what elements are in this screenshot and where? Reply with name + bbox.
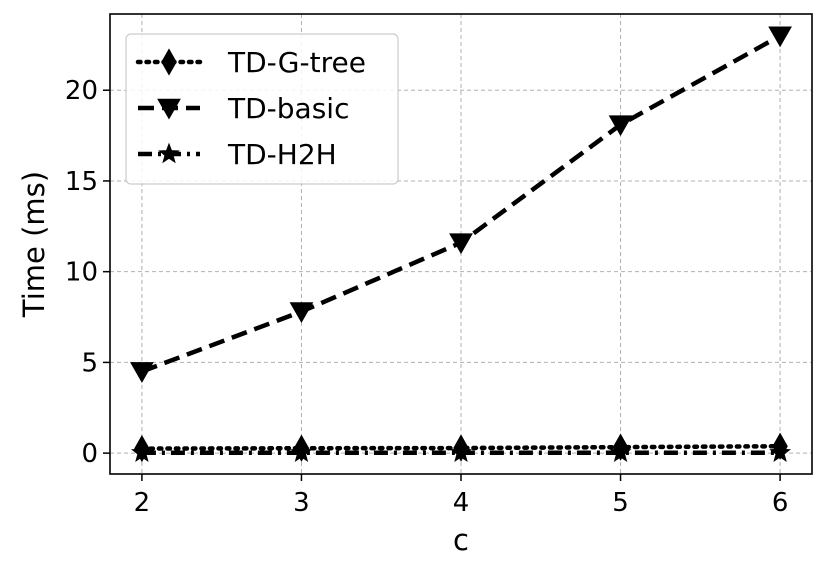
x-axis: 2 3 4 5 6	[134, 474, 789, 518]
data-point	[449, 233, 473, 255]
y-tick-label: 15	[65, 167, 98, 197]
x-tick-label: 4	[453, 488, 470, 518]
legend-item-td-basic: TD-basic	[138, 92, 349, 125]
legend-item-td-h2h: TD-H2H	[138, 138, 337, 171]
legend-label: TD-H2H	[227, 138, 337, 171]
legend: TD-G-tree TD-basic TD-H2H	[125, 33, 399, 185]
data-point	[769, 441, 791, 463]
data-point	[450, 441, 472, 463]
series-td-h2h	[131, 441, 791, 463]
legend-marker	[161, 48, 177, 76]
legend-item-td-g-tree: TD-G-tree	[135, 46, 366, 79]
y-tick-label: 10	[65, 258, 98, 288]
legend-marker	[157, 98, 181, 120]
x-axis-label: c	[453, 523, 469, 557]
y-tick-label: 20	[65, 76, 98, 106]
data-point	[609, 441, 632, 463]
series-layer	[130, 26, 792, 463]
legend-marker	[158, 142, 180, 164]
data-point	[608, 115, 633, 137]
y-axis-label: Time (ms)	[17, 171, 51, 318]
x-tick-label: 2	[134, 488, 151, 518]
x-tick-label: 6	[772, 488, 789, 518]
y-tick-label: 5	[81, 348, 98, 378]
data-point	[768, 26, 792, 48]
y-tick-label: 0	[81, 439, 98, 469]
data-point	[290, 441, 313, 463]
legend-label: TD-G-tree	[227, 46, 366, 79]
x-tick-label: 3	[293, 488, 310, 518]
data-point	[289, 302, 314, 324]
y-axis: 0 5 10 15 20	[65, 76, 110, 469]
series-td-basic	[130, 26, 792, 383]
data-point	[131, 441, 153, 463]
x-tick-label: 5	[612, 488, 629, 518]
legend-label: TD-basic	[227, 92, 349, 125]
legend-box	[125, 33, 399, 185]
data-point	[130, 362, 154, 383]
